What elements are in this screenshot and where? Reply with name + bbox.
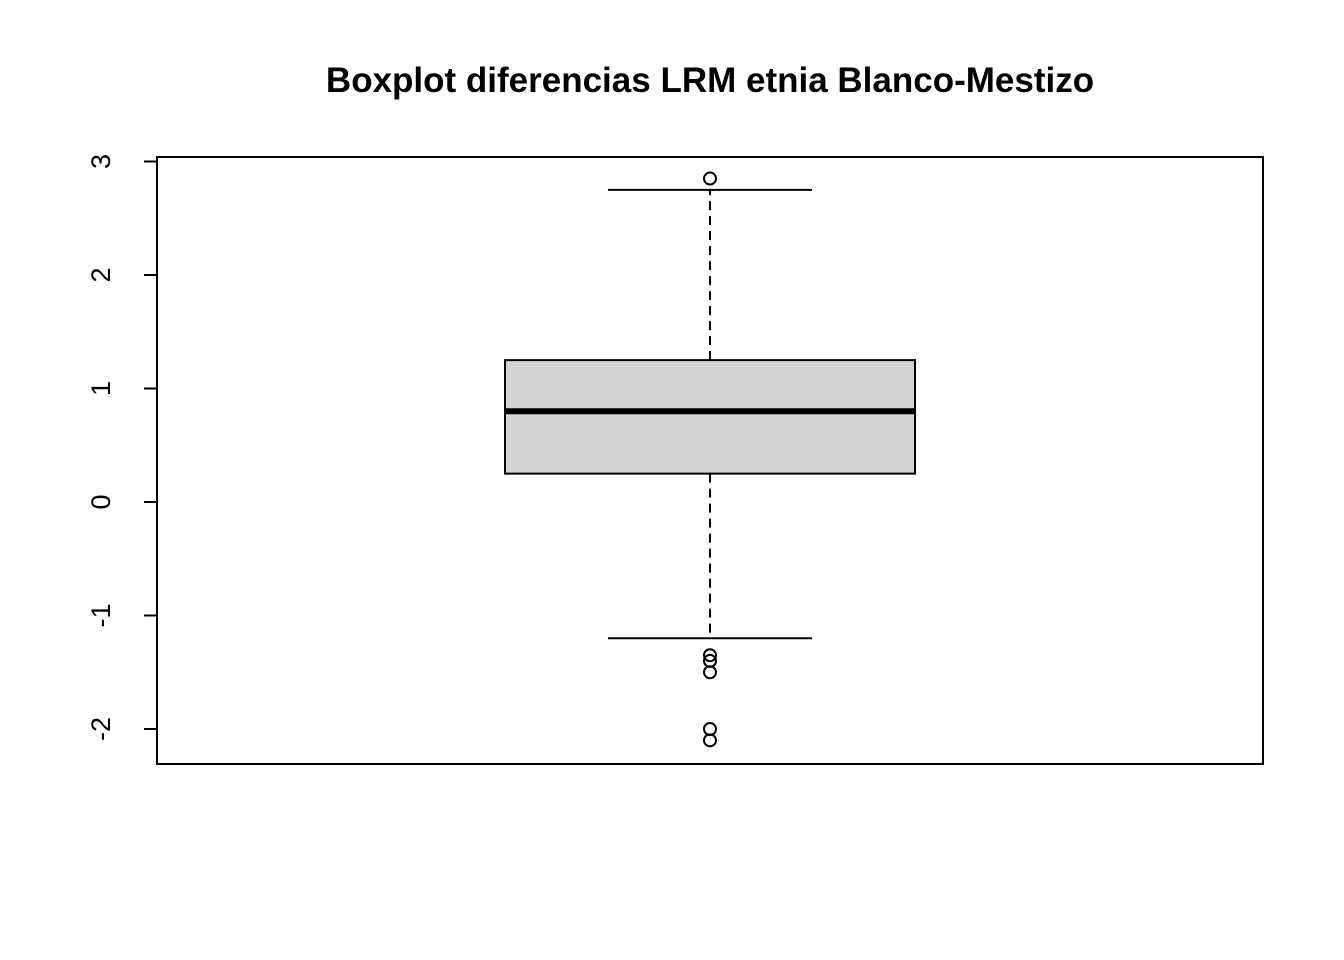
- y-tick-label: -2: [86, 717, 116, 741]
- iqr-box: [504, 359, 916, 475]
- outlier-point: [703, 722, 717, 736]
- y-tick-label: 3: [86, 154, 116, 169]
- outlier-point: [703, 171, 717, 186]
- boxplot: [504, 171, 916, 748]
- y-tick-label: 0: [86, 494, 116, 509]
- chart-title: Boxplot diferencias LRM etnia Blanco-Mes…: [326, 61, 1094, 100]
- outlier-point: [703, 733, 717, 748]
- y-tick-label: 1: [86, 381, 116, 396]
- outlier-point: [703, 665, 717, 680]
- y-tick-label: 2: [86, 267, 116, 282]
- y-axis: -2 -1 0 1 2 3: [86, 154, 158, 741]
- y-tick-label: -1: [86, 603, 116, 627]
- outlier-point: [703, 648, 717, 663]
